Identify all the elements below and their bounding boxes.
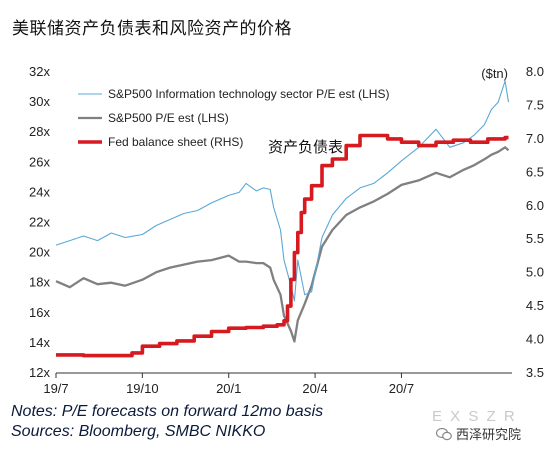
x-tick-label: 20/4 bbox=[302, 381, 327, 396]
y-left-tick-label: 26x bbox=[29, 154, 50, 169]
x-tick-label: 20/1 bbox=[216, 381, 241, 396]
series-line-sp500-pe bbox=[55, 146, 510, 343]
x-axis: 19/7 19/10 20/1 20/4 20/7 bbox=[43, 372, 512, 396]
wechat-icon bbox=[436, 427, 452, 440]
legend-label: S&P500 Information technology sector P/E… bbox=[108, 87, 389, 101]
y-right-tick-label: 5.5 bbox=[526, 231, 544, 246]
series-layer bbox=[55, 80, 510, 358]
y-left-tick-label: 20x bbox=[29, 245, 50, 260]
sources-line: Sources: Bloomberg, SMBC NIKKO bbox=[11, 423, 266, 440]
y-right-tick-label: 5.0 bbox=[526, 265, 544, 280]
notes-line: Notes: P/E forecasts on forward 12mo bas… bbox=[11, 403, 324, 420]
x-tick-label: 19/7 bbox=[43, 381, 68, 396]
y-left-tick-label: 32x bbox=[29, 64, 50, 79]
watermark: 西泽研究院 bbox=[436, 424, 521, 443]
y-right-tick-label: 7.5 bbox=[526, 97, 544, 112]
chart-title: 美联储资产负债表和风险资产的价格 bbox=[12, 19, 292, 39]
y-left-tick-label: 12x bbox=[29, 365, 50, 380]
watermark-brand: 西泽研究院 bbox=[456, 428, 522, 443]
series-line-fed-balance-sheet bbox=[56, 133, 509, 358]
notes-block: Notes: P/E forecasts on forward 12mo bas… bbox=[11, 402, 323, 442]
y-right-tick-label: 6.0 bbox=[526, 198, 544, 213]
y-right-tick-label: 8.0 bbox=[526, 64, 544, 79]
y-right-tick-label: 4.0 bbox=[526, 332, 544, 347]
legend-label: S&P500 P/E est (LHS) bbox=[108, 111, 229, 125]
legend-label: Fed balance sheet (RHS) bbox=[108, 135, 243, 149]
watermark-faint-text: E X S Z R bbox=[432, 408, 517, 425]
y-left-tick-label: 28x bbox=[29, 124, 50, 139]
y-left-tick-label: 16x bbox=[29, 305, 50, 320]
y-left-axis: 12x 14x 16x 18x 20x 22x 24x 26x 28x 30x 32x bbox=[29, 64, 50, 380]
x-tick-label: 19/10 bbox=[126, 381, 159, 396]
y-right-tick-label: 4.5 bbox=[526, 298, 544, 313]
balance-sheet-annotation: 资产负债表 bbox=[268, 138, 343, 156]
y-left-tick-label: 22x bbox=[29, 215, 50, 230]
legend: S&P500 Information technology sector P/E… bbox=[78, 87, 389, 149]
y-right-axis-label: ($tn) bbox=[481, 66, 508, 81]
y-left-tick-label: 14x bbox=[29, 335, 50, 350]
chart-canvas: 12x 14x 16x 18x 20x 22x 24x 26x 28x 30x 32x 3.5 4.0… bbox=[29, 64, 544, 396]
y-left-tick-label: 30x bbox=[29, 94, 50, 109]
y-right-tick-label: 7.0 bbox=[526, 131, 544, 146]
y-right-tick-label: 6.5 bbox=[526, 164, 544, 179]
y-right-tick-label: 3.5 bbox=[526, 365, 544, 380]
y-left-tick-label: 18x bbox=[29, 275, 50, 290]
y-left-tick-label: 24x bbox=[29, 184, 50, 199]
y-right-axis: 3.5 4.0 4.5 5.0 5.5 6.0 6.5 7.0 7.5 8.0 bbox=[526, 64, 544, 380]
x-tick-label: 20/7 bbox=[389, 381, 414, 396]
